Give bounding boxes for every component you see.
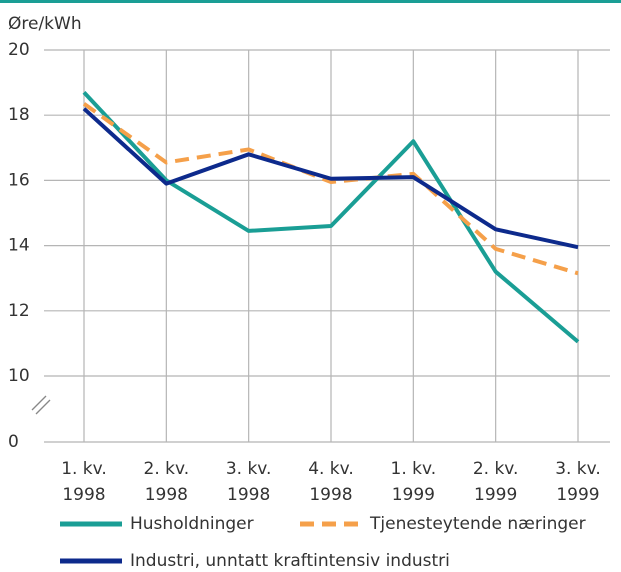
axis-break	[30, 395, 52, 416]
y-axis-label: Øre/kWh	[8, 14, 82, 34]
legend-label: Husholdninger	[130, 514, 254, 534]
x-tick-label: 3. kv.	[226, 459, 272, 479]
break-mark	[31, 395, 47, 411]
x-tick-label: 2. kv.	[473, 459, 519, 479]
break-gap	[30, 396, 52, 416]
x-tick-label: 4. kv.	[308, 459, 354, 479]
legend-label: Industri, unntatt kraftintensiv industri	[130, 551, 450, 571]
legend-label: Tjenesteytende næringer	[369, 514, 586, 534]
y-tick-label: 16	[8, 170, 30, 190]
y-tick-label: 18	[8, 105, 30, 125]
y-tick-label: 14	[8, 236, 30, 256]
x-tick-label: 1998	[227, 485, 270, 505]
break-mark	[35, 399, 51, 415]
x-tick-label: 1999	[556, 485, 599, 505]
x-tick-label: 1999	[392, 485, 435, 505]
x-tick-label: 1998	[62, 485, 105, 505]
y-tick-label: 20	[8, 40, 30, 60]
y-tick-label: 10	[8, 366, 30, 386]
y-tick-label: 0	[8, 432, 19, 452]
y-tick-label: 12	[8, 301, 30, 321]
series-line	[82, 107, 579, 250]
x-tick-label: 2. kv.	[144, 459, 190, 479]
series-line	[82, 102, 579, 276]
x-tick-label: 1. kv.	[391, 459, 437, 479]
x-tick-label: 3. kv.	[555, 459, 601, 479]
x-tick-label: 1998	[309, 485, 352, 505]
x-tick-label: 1. kv.	[61, 459, 107, 479]
x-tick-label: 1998	[145, 485, 188, 505]
x-tick-label: 1999	[474, 485, 517, 505]
series-line	[82, 91, 580, 344]
